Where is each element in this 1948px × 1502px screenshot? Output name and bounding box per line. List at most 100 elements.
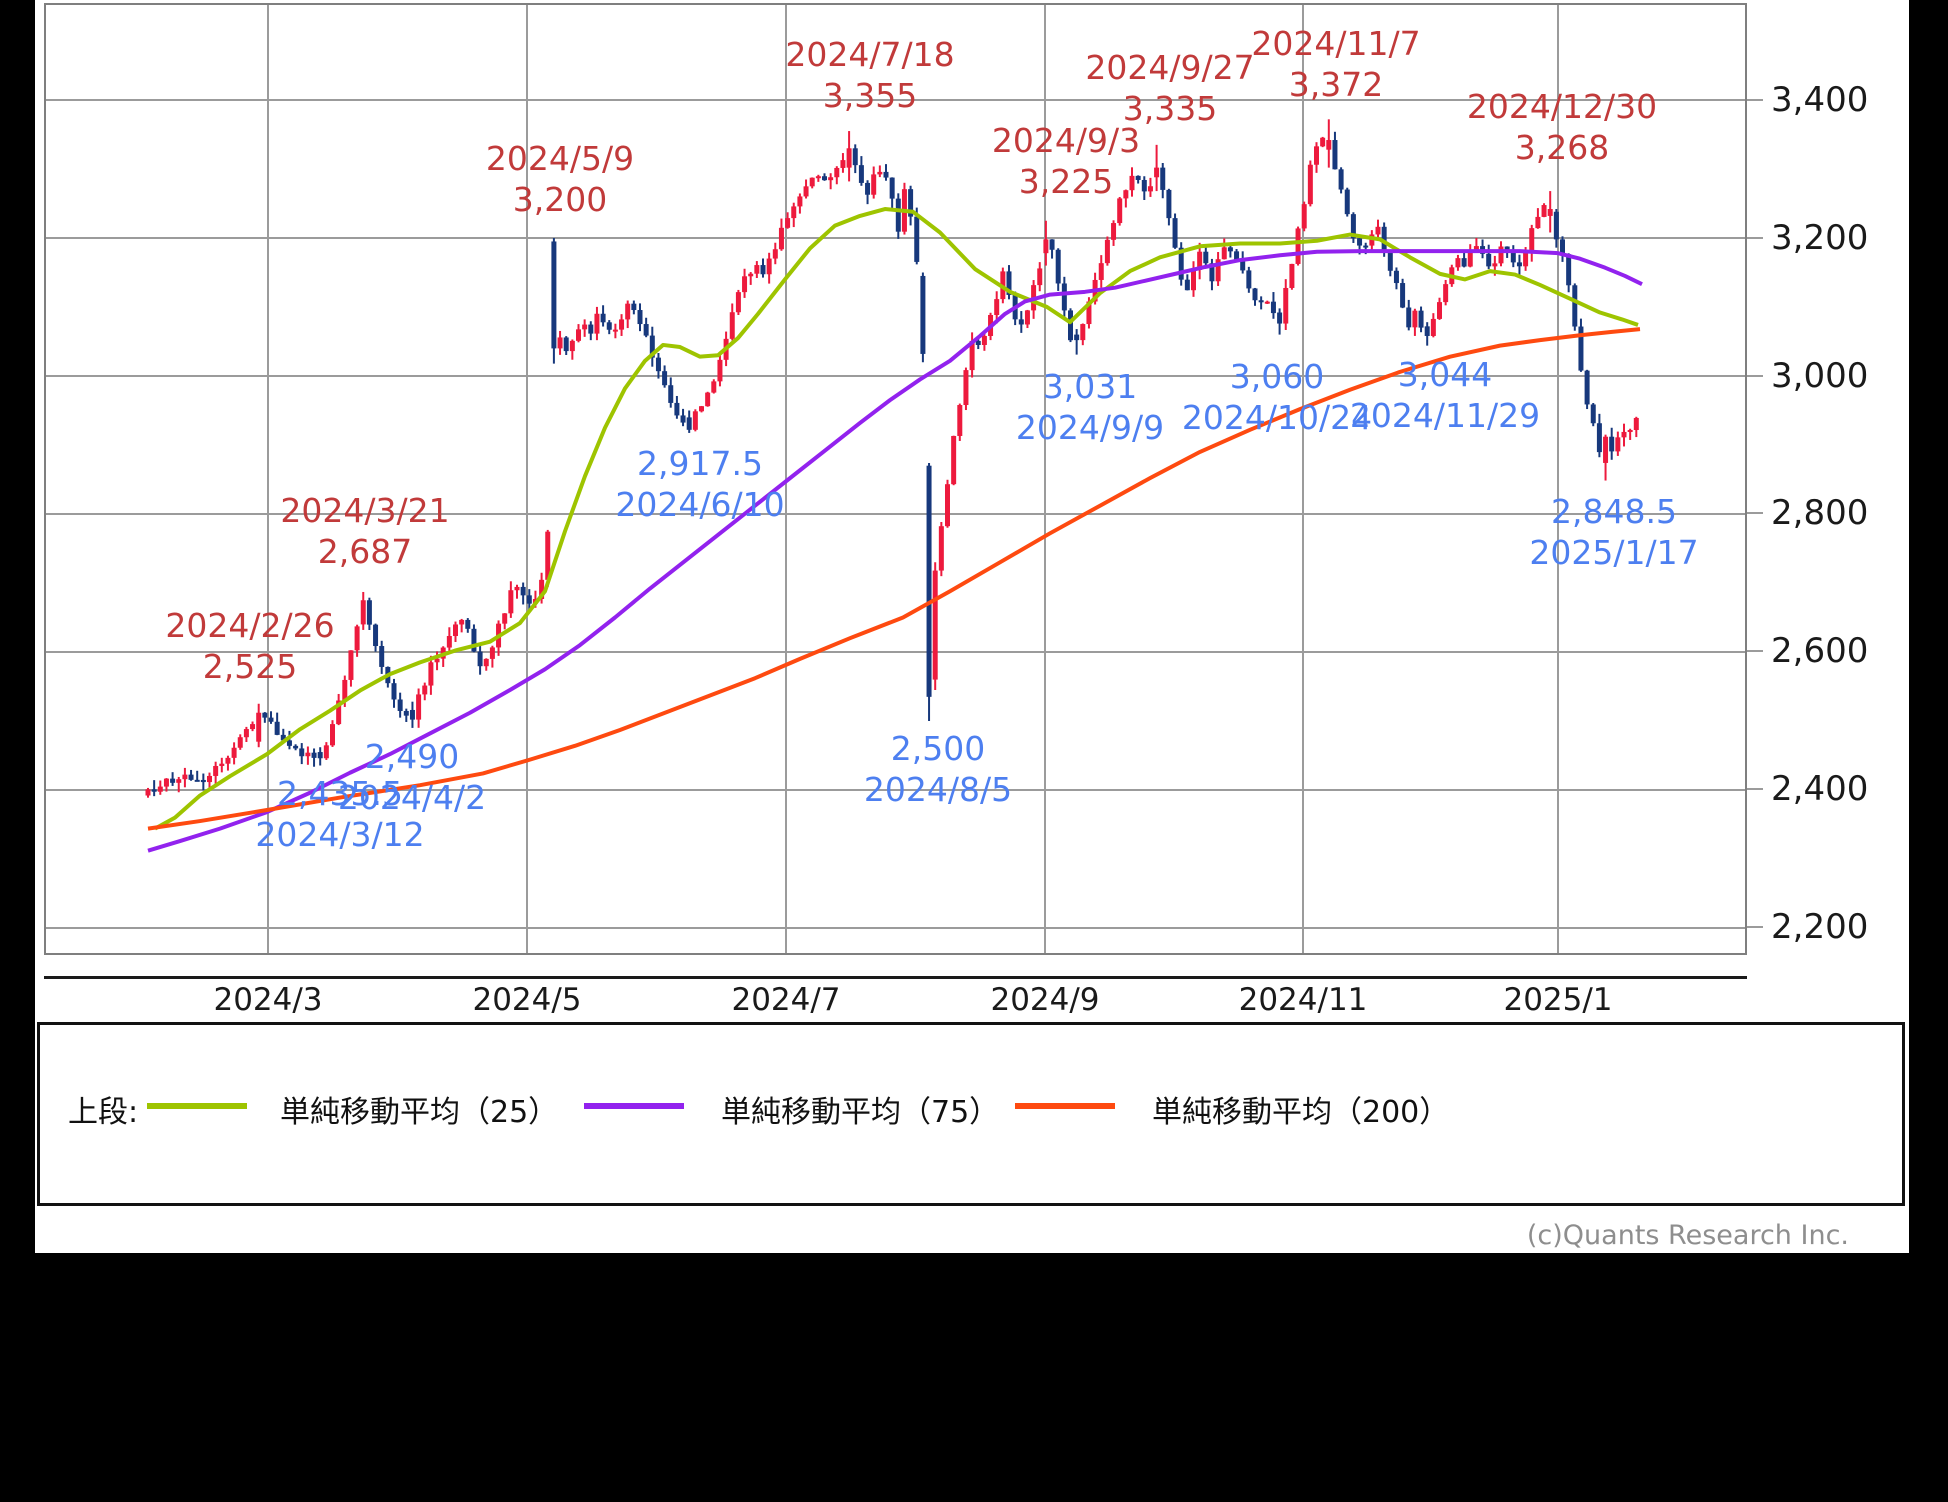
candle-body (237, 737, 243, 748)
candle-body (791, 206, 797, 219)
candle-body (754, 265, 760, 274)
candle-body (711, 381, 717, 393)
candle-body (1492, 263, 1498, 267)
plot-border (44, 3, 1747, 955)
candle-body (157, 786, 163, 792)
candle-body (809, 177, 815, 187)
candle-body (1621, 431, 1627, 438)
candle-body (1227, 247, 1233, 252)
chart-page: 3,400 3,200 3,000 2,800 2,600 2,400 2,200 2024… (35, 0, 1909, 1253)
candle-body (908, 189, 914, 217)
candle-body (1609, 436, 1615, 452)
y-tick (1747, 375, 1763, 377)
candle-body (1123, 190, 1129, 199)
candle-body (1178, 247, 1184, 280)
candle-body (539, 579, 545, 599)
y-axis-label: 2,800 (1771, 493, 1869, 533)
y-axis-label: 3,200 (1771, 218, 1869, 258)
candle-body (797, 196, 803, 207)
candle-body (1147, 186, 1153, 192)
candle-body (742, 276, 748, 293)
candle-body (453, 624, 458, 637)
candle-body (293, 745, 299, 749)
y-axis-label: 2,600 (1771, 631, 1869, 671)
candle-body (772, 249, 778, 259)
candle-body (963, 370, 969, 406)
low-annotation-2024-11-29: 3,044 2024/11/29 (1349, 355, 1541, 435)
candle-body (391, 683, 397, 700)
sma200-line-swatch (1015, 1103, 1115, 1109)
candle-body (1529, 228, 1535, 253)
candle-body (914, 216, 920, 262)
candle-body (1221, 247, 1227, 260)
candle-body (243, 729, 249, 738)
candle-body (1061, 283, 1067, 311)
candle-body (1393, 270, 1399, 284)
candle-body (551, 241, 557, 349)
high-annotation-2024-7-18: 2024/7/18 3,355 (785, 35, 955, 115)
x-axis-label: 2024/7 (731, 982, 841, 1018)
candle-body (1055, 249, 1061, 284)
candle-body (705, 392, 711, 407)
candle-body (207, 775, 212, 783)
candle-body (1615, 437, 1621, 452)
x-axis-label: 2024/9 (990, 982, 1100, 1018)
candle-body (883, 171, 889, 178)
sma200-legend-label: 単純移動平均（200） (1152, 1095, 1450, 1130)
candle-body (299, 748, 305, 757)
candle-body (1184, 279, 1190, 291)
candle-body (1344, 189, 1350, 215)
candle-body (1234, 251, 1240, 261)
candle-body (1578, 326, 1584, 371)
candle-body (1129, 175, 1135, 191)
candle-body (1400, 283, 1406, 308)
candle-body (200, 779, 206, 783)
candle-body (865, 182, 871, 195)
candle-body (268, 717, 274, 722)
candle-body (778, 227, 784, 250)
candle-body (619, 319, 625, 330)
candle-body (280, 734, 286, 741)
candle-body (760, 265, 766, 275)
candle-body (1215, 259, 1221, 282)
candle-body (588, 324, 594, 334)
high-annotation-2024-3-21: 2024/3/21 2,687 (280, 491, 450, 571)
low-annotation-2024-4-2: 2,490 2024/4/2 (337, 737, 487, 817)
candle-body (360, 600, 366, 625)
candle-body (957, 405, 963, 436)
candle-body (213, 765, 219, 776)
candle-body (822, 176, 827, 181)
candle-body (508, 590, 514, 614)
candle-body (871, 174, 877, 195)
x-axis-label: 2025/1 (1503, 982, 1613, 1018)
candle-body (1443, 284, 1449, 303)
candle-body (1264, 301, 1270, 304)
y-axis-label: 2,200 (1771, 907, 1869, 947)
candle-body (858, 165, 864, 183)
candle-body (330, 724, 335, 746)
candle-body (1037, 268, 1043, 286)
candle-body (1424, 326, 1430, 336)
candle-body (286, 740, 292, 746)
candle-body (1406, 307, 1412, 328)
candle-body (692, 411, 698, 430)
candle-body (1314, 146, 1319, 165)
candle-body (699, 406, 704, 412)
candle-body (668, 385, 674, 403)
candle-body (1172, 218, 1178, 248)
candle-body (1560, 239, 1565, 255)
candle-body (852, 148, 858, 166)
candlestick-chart (44, 3, 1747, 955)
candle-body (274, 721, 280, 735)
y-axis-label: 3,400 (1771, 80, 1869, 120)
candle-body (1154, 167, 1160, 178)
candle-body (477, 651, 483, 667)
candle-body (1080, 324, 1086, 341)
candle-body (840, 160, 846, 168)
candle-body (1332, 140, 1338, 170)
y-tick (1747, 926, 1763, 928)
candle-body (1074, 334, 1080, 341)
candle-body (735, 292, 741, 313)
legend-row: 上段: 単純移動平均（25） 単純移動平均（75） 単純移動平均（200） (40, 1085, 1902, 1130)
